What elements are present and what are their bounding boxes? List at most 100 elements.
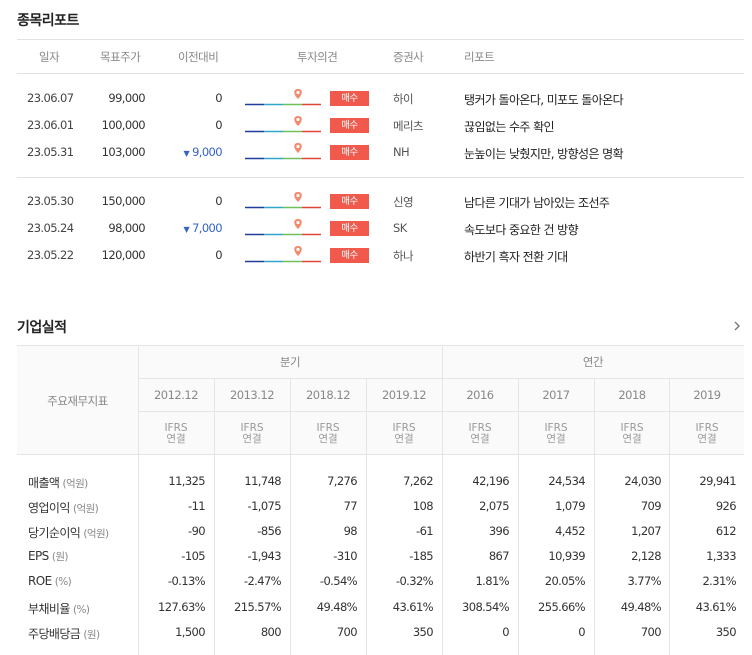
report-title[interactable]: 탱커가 돌아온다, 미포도 돌아온다: [464, 93, 624, 107]
metric-value: 800: [260, 625, 282, 639]
report-target-price: 150,000: [101, 194, 146, 208]
metric-value: -90: [188, 524, 206, 538]
row-header-label: 주요재무지표: [47, 394, 108, 408]
metric-value: 1,207: [631, 524, 662, 538]
opinion-gauge-icon: [245, 116, 321, 133]
report-change: 0: [215, 91, 222, 105]
metric-value: 24,030: [624, 474, 661, 488]
metric-value: 867: [488, 549, 510, 563]
group-quarterly: 분기: [279, 355, 301, 369]
report-title[interactable]: 하반기 흑자 전환 기대: [464, 250, 568, 264]
report-title[interactable]: 속도보다 중요한 건 방향: [464, 223, 579, 237]
metric-value: 3.77%: [627, 574, 661, 588]
metric-name: 당기순이익 (억원): [28, 526, 109, 540]
metric-value: 49.48%: [620, 600, 662, 614]
metric-value: 700: [336, 625, 358, 639]
grid-line: [138, 345, 139, 655]
report-change: 0: [215, 118, 222, 132]
report-target-price: 99,000: [108, 91, 145, 105]
report-row[interactable]: 23.05.31 103,000 ▼ 9,000 매수 NH 눈높이는 낮췄지만, 방향성은…: [17, 140, 744, 166]
report-row[interactable]: 23.05.24 98,000 ▼ 7,000 매수 SK 속도보다 중요한 건 방향: [17, 216, 744, 242]
report-broker: 신영: [393, 195, 414, 209]
metric-value: 1,500: [175, 625, 206, 639]
report-broker: 하이: [393, 92, 414, 106]
grid-line: [669, 378, 670, 655]
metric-value: 215.57%: [234, 600, 282, 614]
header-opinion: 투자의견: [297, 50, 338, 64]
grid-line: [138, 378, 744, 379]
report-row[interactable]: 23.06.01 100,000 0 매수 메리츠 끊임없는 수주 확인: [17, 113, 744, 139]
reports-divider: [17, 177, 744, 178]
report-title[interactable]: 눈높이는 낮췄지만, 방향성은 명확: [464, 147, 624, 161]
report-row[interactable]: 23.06.07 99,000 0 매수 하이 탱커가 돌아온다, 미포도 돌아온다: [17, 86, 744, 112]
report-title[interactable]: 끊임없는 수주 확인: [464, 120, 555, 134]
reports-section-title: 종목리포트: [17, 13, 79, 29]
opinion-gauge-icon: [245, 219, 321, 236]
metric-value: -2.47%: [243, 574, 282, 588]
metric-value: 700: [640, 625, 662, 639]
opinion-gauge-icon: [245, 89, 321, 106]
metric-value: 1.81%: [475, 574, 509, 588]
metric-value: 7,276: [327, 474, 358, 488]
grid-line: [366, 378, 367, 655]
metric-value: 108: [412, 499, 434, 513]
report-row[interactable]: 23.05.30 150,000 0 매수 신영 남다른 기대가 남아있는 조선주: [17, 189, 744, 215]
metric-value: 11,325: [168, 474, 205, 488]
opinion-gauge-icon: [245, 246, 321, 263]
metric-value: 350: [412, 625, 434, 639]
metric-value: 43.61%: [695, 600, 737, 614]
report-date: 23.06.01: [27, 118, 74, 132]
report-change: 0: [215, 194, 222, 208]
report-broker: 메리츠: [393, 119, 424, 133]
metric-value: -1,943: [247, 549, 282, 563]
metric-name: 매출액 (억원): [28, 476, 88, 490]
metric-value: 1,079: [555, 499, 586, 513]
grid-line: [442, 345, 443, 655]
metric-value: 0: [578, 625, 585, 639]
report-row[interactable]: 23.05.22 120,000 0 매수 하나 하반기 흑자 전환 기대: [17, 243, 744, 269]
accounting-standard-label: IFRS 연결: [468, 422, 492, 445]
metric-value: 20.05%: [544, 574, 586, 588]
accounting-standard-label: IFRS 연결: [620, 422, 644, 445]
metric-value: 4,452: [555, 524, 586, 538]
report-date: 23.06.07: [27, 91, 74, 105]
metric-value: 43.61%: [392, 600, 434, 614]
down-arrow-icon: ▼: [183, 149, 190, 158]
metric-value: -1,075: [247, 499, 282, 513]
period-label: 2017: [542, 388, 570, 402]
report-broker: NH: [393, 145, 410, 159]
accounting-standard-label: IFRS 연결: [544, 422, 568, 445]
opinion-badge: 매수: [330, 248, 369, 263]
group-annual: 연간: [582, 355, 604, 369]
metric-value: -310: [333, 549, 357, 563]
financials-section-title: 기업실적: [17, 320, 67, 336]
period-label: 2019.12: [381, 388, 427, 402]
accounting-standard-label: IFRS 연결: [164, 422, 188, 445]
metric-value: 612: [715, 524, 737, 538]
opinion-badge: 매수: [330, 221, 369, 236]
metric-name: ROE (%): [28, 574, 72, 588]
report-broker: SK: [393, 221, 407, 235]
metric-value: 11,748: [244, 474, 281, 488]
metric-value: 98: [343, 524, 358, 538]
report-title[interactable]: 남다른 기대가 남아있는 조선주: [464, 196, 610, 210]
metric-value: 127.63%: [158, 600, 206, 614]
report-date: 23.05.30: [27, 194, 74, 208]
chevron-right-icon[interactable]: [731, 318, 743, 334]
period-label: 2013.12: [229, 388, 275, 402]
financials-table: 주요재무지표 분기 연간 2012.12 IFRS 연결 2013.12 IFRS 연결 2…: [17, 345, 744, 655]
metric-value: 49.48%: [316, 600, 358, 614]
metric-value: 24,534: [548, 474, 585, 488]
metric-value: 308.54%: [462, 600, 510, 614]
metric-value: -0.54%: [319, 574, 358, 588]
metric-value: -61: [416, 524, 434, 538]
header-report: 리포트: [464, 50, 495, 64]
metric-value: 255.66%: [538, 600, 586, 614]
metric-value: 10,939: [548, 549, 585, 563]
metric-value: 350: [715, 625, 737, 639]
period-label: 2016: [466, 388, 494, 402]
metric-value: -856: [257, 524, 281, 538]
accounting-standard-label: IFRS 연결: [392, 422, 416, 445]
metric-value: 2,075: [479, 499, 510, 513]
down-arrow-icon: ▼: [183, 225, 190, 234]
